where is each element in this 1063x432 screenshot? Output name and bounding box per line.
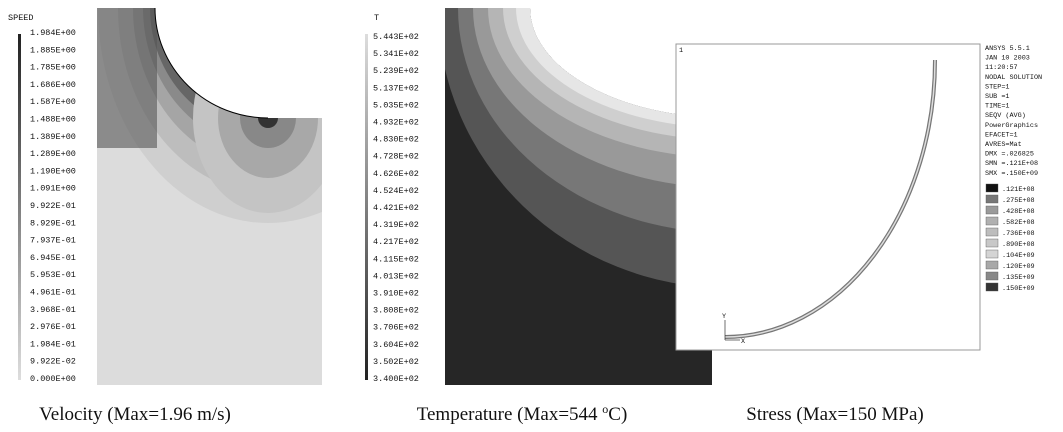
info-line: SUB =1 (985, 93, 1009, 101)
legend-label: 3.808E+02 (373, 306, 419, 316)
legend-label: 1.984E+00 (30, 28, 76, 38)
info-line: NODAL SOLUTION (985, 74, 1042, 82)
legend-label: 4.217E+02 (373, 237, 419, 247)
legend-label: 5.443E+02 (373, 32, 419, 42)
info-line: AVRES=Mat (985, 141, 1022, 149)
info-line: 11:20:57 (985, 64, 1018, 72)
legend-label: 3.604E+02 (373, 340, 419, 350)
legend-swatch (985, 271, 999, 281)
legend-label: .428E+08 (1002, 208, 1035, 216)
legend-label: .120E+09 (1002, 263, 1035, 271)
legend-label: 1.885E+00 (30, 45, 76, 55)
legend-swatch (985, 227, 999, 237)
info-line: JAN 10 2003 (985, 55, 1030, 63)
legend-label: 1.488E+00 (30, 115, 76, 125)
legend-label: 4.013E+02 (373, 271, 419, 281)
axis-label: Y (722, 313, 726, 321)
info-line: DMX =.026825 (985, 151, 1034, 159)
info-line: PowerGraphics (985, 122, 1038, 130)
info-line: SMX =.150E+09 (985, 170, 1038, 178)
legend-swatch (985, 183, 999, 193)
info-line: EFACET=1 (985, 131, 1018, 139)
info-line: TIME=1 (985, 103, 1009, 111)
legend-label: 3.706E+02 (373, 323, 419, 333)
legend-swatch (985, 282, 999, 292)
caption-text: Temperature (Max=544 (417, 404, 603, 425)
legend-label: 3.968E-01 (30, 305, 76, 315)
legend-label: 5.137E+02 (373, 83, 419, 93)
legend-label: .582E+08 (1002, 219, 1035, 227)
boundary (154, 7, 269, 119)
window-number: 1 (679, 47, 683, 55)
caption: Velocity (Max=1.96 m/s) (39, 404, 231, 425)
legend-label: 1.289E+00 (30, 149, 76, 159)
legend-bar (18, 34, 21, 380)
legend-label: 1.785E+00 (30, 63, 76, 73)
legend-label: 6.945E-01 (30, 253, 76, 263)
legend-swatch (985, 205, 999, 215)
legend-swatch (985, 260, 999, 270)
caption: Stress (Max=150 MPa) (746, 404, 924, 425)
legend-label: 4.524E+02 (373, 186, 419, 196)
legend-swatch (985, 216, 999, 226)
legend-label: .890E+08 (1002, 241, 1035, 249)
plot-window (675, 43, 981, 351)
legend-label: 5.239E+02 (373, 66, 419, 76)
caption-text: C) (608, 404, 627, 425)
legend-label: 4.961E-01 (30, 288, 76, 298)
legend-label: 3.400E+02 (373, 374, 419, 384)
legend-label: 4.115E+02 (373, 254, 419, 264)
legend-label: 0.000E+00 (30, 374, 76, 384)
legend-label: .150E+09 (1002, 285, 1035, 293)
legend-label: .104E+09 (1002, 252, 1035, 260)
legend-label: 9.922E-01 (30, 201, 76, 211)
legend-label: 1.984E-01 (30, 339, 76, 349)
legend-label: 1.091E+00 (30, 184, 76, 194)
info-line: SEQV (AVG) (985, 112, 1026, 120)
legend-label: .736E+08 (1002, 230, 1035, 238)
info-line: STEP=1 (985, 83, 1009, 91)
legend-label: 3.502E+02 (373, 357, 419, 367)
legend-label: 4.932E+02 (373, 118, 419, 128)
legend-label: 3.910E+02 (373, 289, 419, 299)
caption-sup: o (602, 402, 608, 416)
caption: Temperature (Max=544 oC) (417, 402, 628, 425)
legend-label: .135E+09 (1002, 274, 1035, 282)
legend-label: 1.686E+00 (30, 80, 76, 90)
legend-swatch (985, 249, 999, 259)
legend-label: 4.319E+02 (373, 220, 419, 230)
pipe-inner (724, 59, 936, 338)
info-line: SMN =.121E+08 (985, 160, 1038, 168)
legend-label: 1.190E+00 (30, 166, 76, 176)
legend-label: 5.953E-01 (30, 270, 76, 280)
legend-label: 1.389E+00 (30, 132, 76, 142)
legend-label: 4.421E+02 (373, 203, 419, 213)
legend-label: 4.728E+02 (373, 152, 419, 162)
legend-label: .121E+08 (1002, 186, 1035, 194)
axis-label: X (741, 338, 745, 346)
legend-title: T (374, 13, 379, 23)
legend-swatch (985, 238, 999, 248)
legend-label: .275E+08 (1002, 197, 1035, 205)
legend-label: 4.830E+02 (373, 135, 419, 145)
legend-bar (365, 34, 368, 380)
legend-title: SPEED (8, 13, 34, 23)
legend-label: 5.035E+02 (373, 100, 419, 110)
legend-label: 4.626E+02 (373, 169, 419, 179)
legend-label: 7.937E-01 (30, 236, 76, 246)
legend-label: 5.341E+02 (373, 49, 419, 59)
legend-label: 2.976E-01 (30, 322, 76, 332)
legend-swatch (985, 194, 999, 204)
legend-label: 9.922E-02 (30, 357, 76, 367)
legend-label: 8.929E-01 (30, 218, 76, 228)
legend-label: 1.587E+00 (30, 97, 76, 107)
info-line: ANSYS 5.5.1 (985, 45, 1030, 53)
